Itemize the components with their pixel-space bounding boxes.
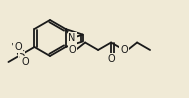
Text: O: O (14, 42, 22, 52)
Text: O: O (68, 45, 76, 55)
Text: S: S (18, 49, 25, 59)
Text: N: N (68, 33, 76, 43)
Text: O: O (120, 45, 128, 55)
Text: O: O (21, 57, 29, 67)
Text: O: O (107, 54, 115, 64)
